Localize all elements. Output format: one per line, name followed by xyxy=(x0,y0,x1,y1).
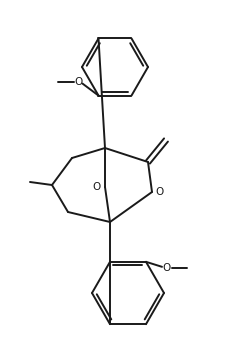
Text: O: O xyxy=(155,187,163,197)
Text: O: O xyxy=(162,263,170,273)
Text: O: O xyxy=(92,182,101,192)
Text: O: O xyxy=(74,76,82,86)
